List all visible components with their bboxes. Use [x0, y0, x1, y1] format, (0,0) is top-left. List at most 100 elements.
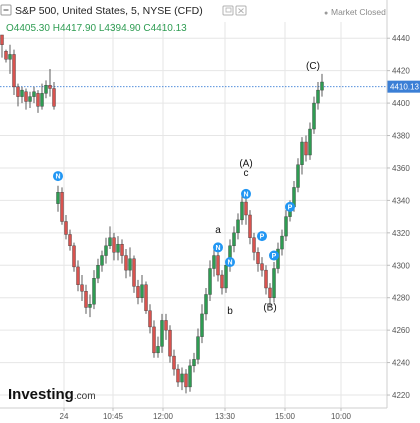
signal-marker-circle — [257, 231, 267, 242]
candle[interactable] — [144, 281, 148, 314]
candle[interactable] — [40, 83, 44, 110]
candle[interactable] — [176, 364, 180, 387]
candle[interactable] — [244, 193, 248, 225]
candle[interactable] — [92, 270, 96, 310]
candle[interactable] — [84, 284, 88, 314]
signal-marker-circle — [285, 201, 295, 212]
candle[interactable] — [60, 187, 64, 225]
candle[interactable] — [300, 137, 304, 175]
signal-marker[interactable]: P — [257, 231, 267, 242]
candle[interactable] — [184, 369, 188, 394]
signal-marker-label: N — [227, 260, 232, 267]
candle[interactable] — [160, 313, 164, 353]
candle[interactable] — [320, 73, 324, 97]
signal-marker-circle — [213, 242, 223, 253]
y-tick-label: 4420 — [392, 67, 410, 76]
candle[interactable] — [104, 237, 108, 264]
candle[interactable] — [56, 185, 60, 212]
candle[interactable] — [260, 257, 264, 277]
candle[interactable] — [236, 213, 240, 240]
signal-marker[interactable]: P — [269, 250, 279, 261]
candle[interactable] — [8, 44, 12, 74]
candle[interactable] — [12, 49, 16, 95]
candle[interactable] — [212, 249, 216, 277]
candle[interactable] — [64, 215, 68, 240]
restore-icon[interactable] — [222, 5, 234, 16]
candle[interactable] — [172, 349, 176, 376]
candle[interactable] — [120, 239, 124, 264]
candle[interactable] — [48, 69, 52, 97]
candle[interactable] — [24, 88, 28, 110]
signal-marker[interactable]: N — [225, 257, 235, 268]
candle[interactable] — [296, 158, 300, 193]
candle[interactable] — [180, 367, 184, 391]
candle[interactable] — [148, 304, 152, 334]
candle[interactable] — [76, 260, 80, 292]
candle[interactable] — [44, 80, 48, 99]
candle[interactable] — [280, 229, 284, 256]
candle[interactable] — [100, 250, 104, 272]
candle[interactable] — [132, 255, 136, 293]
candle[interactable] — [36, 90, 40, 113]
candle[interactable] — [224, 260, 228, 293]
candle[interactable] — [88, 294, 92, 318]
candle[interactable] — [248, 210, 252, 245]
candle[interactable] — [164, 313, 168, 340]
candle[interactable] — [272, 262, 276, 303]
candle[interactable] — [128, 247, 132, 277]
candle[interactable] — [32, 86, 36, 104]
candle[interactable] — [72, 242, 76, 272]
candle-body — [300, 141, 304, 165]
candle[interactable] — [200, 304, 204, 344]
candle[interactable] — [232, 226, 236, 253]
candle[interactable] — [252, 232, 256, 261]
candle[interactable] — [168, 325, 172, 363]
candle[interactable] — [28, 91, 32, 108]
candle-body — [252, 237, 256, 253]
candle[interactable] — [96, 258, 100, 284]
candle[interactable] — [152, 320, 156, 358]
candle[interactable] — [284, 210, 288, 241]
signal-marker[interactable]: N — [53, 171, 63, 182]
signal-marker[interactable]: N — [241, 188, 251, 199]
candle[interactable] — [268, 283, 272, 308]
candle[interactable] — [108, 226, 112, 250]
candle-body — [52, 88, 56, 107]
candle[interactable] — [256, 247, 260, 272]
wave-label: b — [227, 306, 233, 317]
candle[interactable] — [156, 336, 160, 358]
candle[interactable] — [140, 275, 144, 303]
candle[interactable] — [188, 359, 192, 392]
candle[interactable] — [16, 83, 20, 107]
candle[interactable] — [220, 270, 224, 295]
candle[interactable] — [196, 328, 200, 365]
close-icon[interactable] — [235, 5, 247, 16]
candle[interactable] — [68, 229, 72, 251]
candle[interactable] — [80, 275, 84, 301]
candle-body — [60, 192, 64, 222]
candle[interactable] — [0, 34, 4, 58]
signal-marker[interactable]: N — [213, 242, 223, 253]
candle[interactable] — [264, 265, 268, 295]
candle[interactable] — [308, 122, 312, 160]
candle[interactable] — [116, 236, 120, 261]
candle[interactable] — [52, 82, 56, 110]
candle[interactable] — [240, 192, 244, 225]
candle[interactable] — [4, 49, 8, 63]
candle[interactable] — [312, 96, 316, 134]
candle[interactable] — [124, 249, 128, 279]
candle[interactable] — [304, 135, 308, 162]
candle[interactable] — [216, 250, 220, 282]
candle[interactable] — [20, 86, 24, 104]
candle-body — [268, 287, 272, 298]
candle[interactable] — [204, 287, 208, 321]
candle[interactable] — [192, 352, 196, 373]
signal-marker-label: N — [243, 192, 248, 199]
candle[interactable] — [316, 82, 320, 110]
candle[interactable] — [136, 279, 140, 305]
candle[interactable] — [208, 260, 212, 301]
collapse-icon[interactable] — [0, 4, 12, 16]
candle[interactable] — [112, 232, 116, 261]
signal-marker[interactable]: P — [285, 201, 295, 212]
